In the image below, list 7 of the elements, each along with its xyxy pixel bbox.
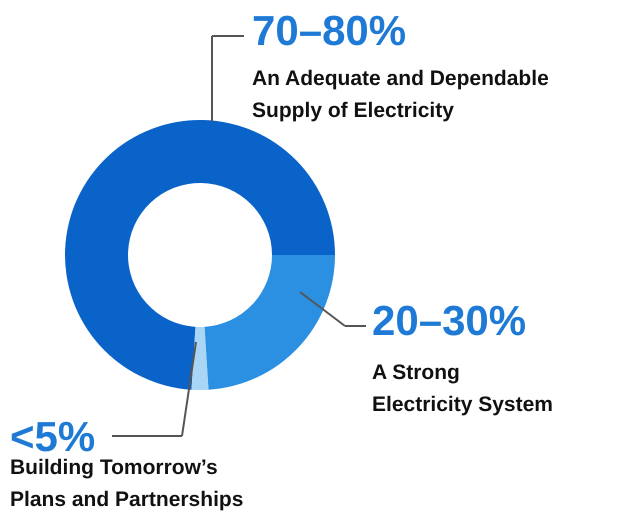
slice-label: A Strong Electricity System [372,361,553,416]
donut-slice [65,120,335,390]
text: 20–30% [372,297,526,344]
text: 70–80% [252,7,406,54]
donut-slice [192,326,208,390]
donut-slice [204,255,335,390]
slice-label: An Adequate and Dependable Supply of Electricity [252,67,549,122]
